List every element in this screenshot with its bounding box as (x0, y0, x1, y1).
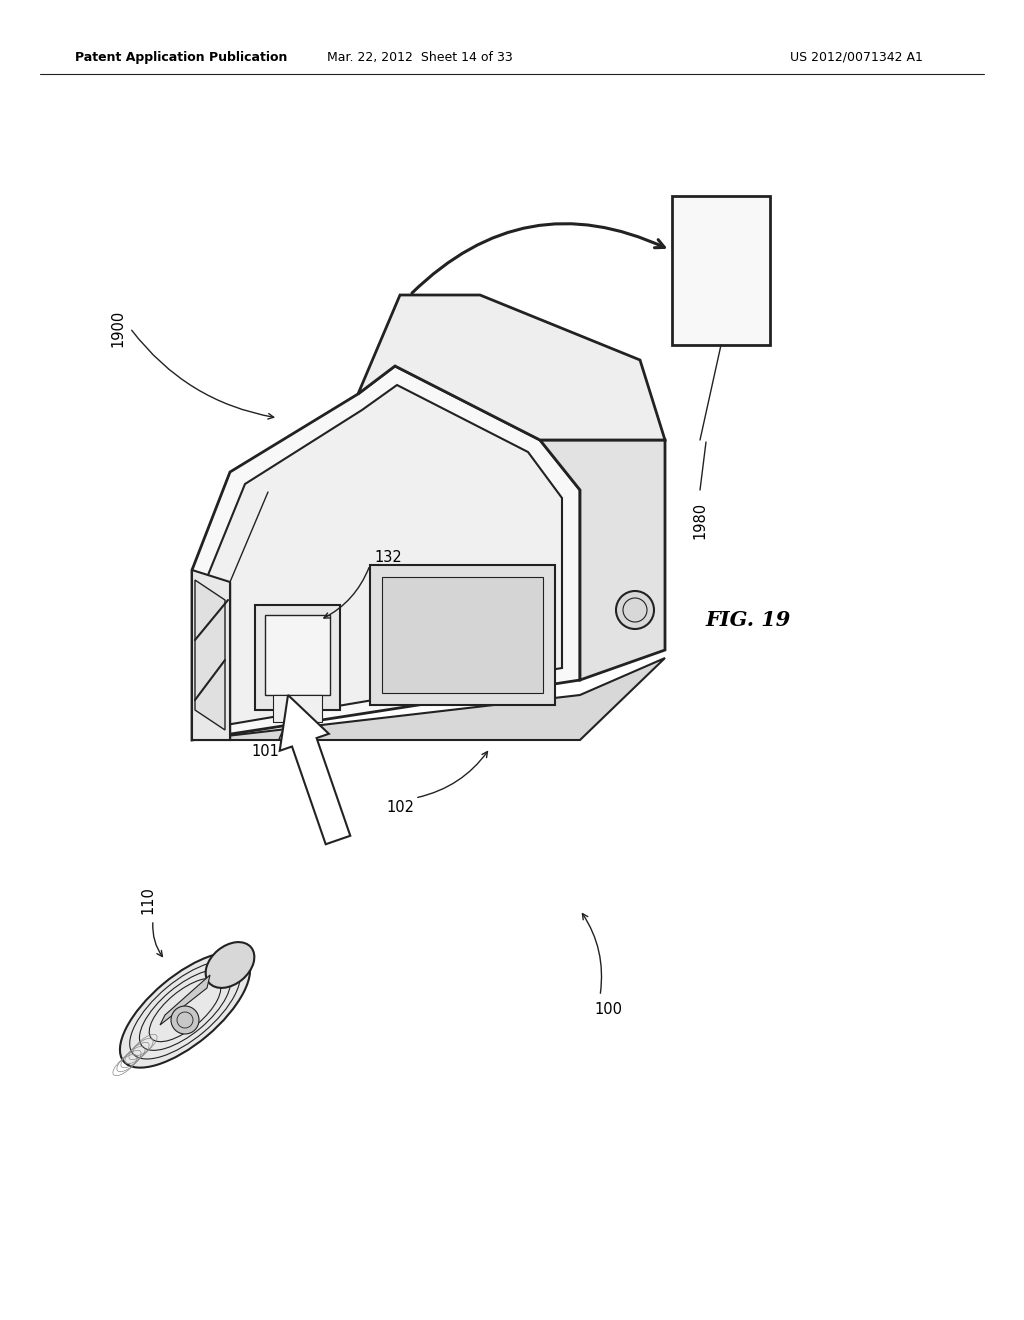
FancyArrow shape (280, 696, 350, 845)
Polygon shape (382, 577, 543, 693)
Polygon shape (208, 385, 562, 729)
FancyArrowPatch shape (418, 751, 487, 797)
Polygon shape (195, 579, 225, 730)
Polygon shape (160, 975, 210, 1026)
Circle shape (171, 1006, 199, 1034)
Polygon shape (358, 294, 665, 440)
Ellipse shape (120, 952, 250, 1068)
Polygon shape (193, 657, 665, 741)
Polygon shape (193, 570, 230, 741)
Text: Mar. 22, 2012  Sheet 14 of 33: Mar. 22, 2012 Sheet 14 of 33 (327, 50, 513, 63)
Polygon shape (265, 615, 330, 696)
Circle shape (616, 591, 654, 630)
Text: 110: 110 (140, 886, 156, 913)
Text: 1980: 1980 (692, 502, 708, 539)
Text: 1900: 1900 (111, 309, 126, 347)
FancyArrowPatch shape (132, 330, 273, 418)
Text: Patent Application Publication: Patent Application Publication (75, 50, 288, 63)
FancyArrowPatch shape (279, 713, 294, 739)
Polygon shape (255, 605, 340, 710)
Text: 132: 132 (374, 550, 401, 565)
Polygon shape (672, 195, 770, 345)
Ellipse shape (206, 942, 254, 987)
Polygon shape (540, 440, 665, 680)
Text: 101: 101 (251, 744, 279, 759)
Text: 102: 102 (386, 800, 414, 816)
Polygon shape (273, 696, 322, 722)
Text: 100: 100 (594, 1002, 622, 1018)
FancyArrowPatch shape (412, 223, 665, 293)
Polygon shape (193, 366, 580, 741)
Polygon shape (370, 565, 555, 705)
Text: FIG. 19: FIG. 19 (706, 610, 791, 630)
FancyArrowPatch shape (583, 913, 601, 993)
Text: US 2012/0071342 A1: US 2012/0071342 A1 (790, 50, 923, 63)
FancyArrowPatch shape (324, 568, 369, 618)
FancyArrowPatch shape (153, 923, 163, 957)
